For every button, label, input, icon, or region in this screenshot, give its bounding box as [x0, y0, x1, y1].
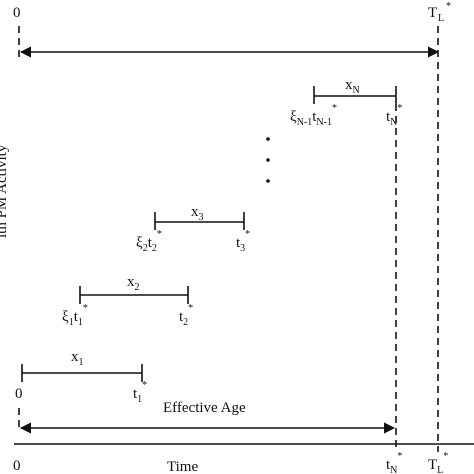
- t2-star-label: t2*: [179, 303, 193, 328]
- xiN-1-tN-1-star-label: ξN-1tN-1*: [290, 103, 337, 128]
- TL-bottom-label: TL*: [428, 451, 448, 474]
- t3-star-label: t3*: [236, 229, 250, 254]
- ellipsis-dot: [266, 158, 270, 162]
- top-zero-label: 0: [13, 5, 21, 21]
- xN-label: xN: [345, 77, 360, 96]
- x1-label: x1: [71, 349, 84, 368]
- ellipsis-dot: [266, 137, 270, 141]
- bottom-zero-label: 0: [13, 458, 21, 474]
- x3-label: x3: [191, 204, 204, 223]
- svg-text:*: *: [446, 1, 451, 12]
- svg-text:L: L: [438, 13, 444, 24]
- effective-age-label: Effective Age: [163, 400, 246, 416]
- tN-star-label: tN*: [386, 103, 402, 128]
- y-axis-label: ith PM Activity: [0, 144, 10, 238]
- ellipsis-dot: [266, 179, 270, 183]
- x2-label: x2: [127, 274, 140, 293]
- top-lifetime-label: T L *: [428, 1, 451, 24]
- time-axis-label: Time: [167, 459, 198, 474]
- tN-bottom-label: tN*: [386, 451, 402, 474]
- t1-star-label: t1*: [133, 380, 147, 405]
- xi1-t1-star-label: ξ1t1*: [62, 303, 88, 328]
- row1-zero-label: 0: [15, 386, 23, 402]
- xi2-t2-star-label: ξ2t2*: [136, 229, 162, 254]
- svg-text:T: T: [428, 5, 437, 21]
